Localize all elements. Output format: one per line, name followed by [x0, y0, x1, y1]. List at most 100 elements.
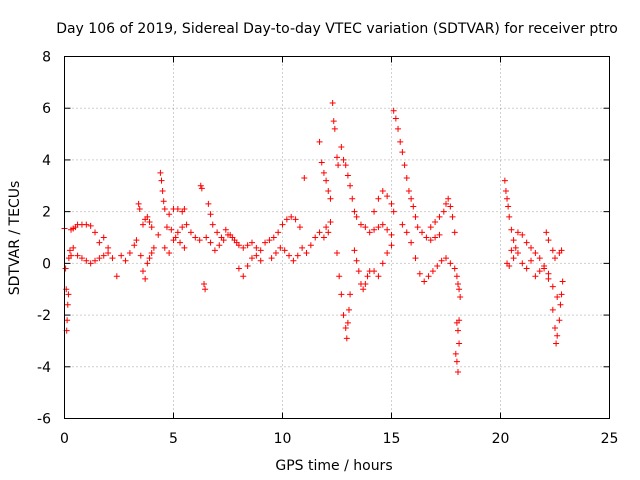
data-point [118, 252, 125, 259]
data-point [253, 252, 260, 259]
data-point [174, 206, 181, 213]
data-point [316, 229, 323, 236]
data-point [329, 100, 336, 107]
data-point [395, 125, 402, 132]
data-point [454, 281, 461, 288]
data-point [197, 182, 204, 189]
data-series [61, 100, 566, 375]
data-point [318, 159, 325, 166]
data-point [384, 193, 391, 200]
chart-title: Day 106 of 2019, Sidereal Day-to-day VTE… [56, 21, 618, 37]
data-point [558, 247, 565, 254]
data-point [351, 247, 358, 254]
data-point [512, 244, 519, 251]
data-point [307, 242, 314, 249]
data-point [384, 250, 391, 257]
data-point [536, 255, 543, 262]
data-point [65, 291, 72, 298]
data-point [536, 268, 543, 275]
data-point [347, 291, 354, 298]
data-point [244, 242, 251, 249]
data-point [331, 125, 338, 132]
data-point [146, 255, 153, 262]
data-point [100, 252, 107, 259]
x-tick-label: 5 [169, 431, 178, 447]
x-tick-label: 25 [601, 431, 619, 447]
plot-frame [64, 56, 610, 419]
data-point [296, 224, 303, 231]
data-point [552, 255, 558, 262]
data-point [334, 250, 340, 257]
data-point [161, 206, 168, 213]
data-point [549, 283, 556, 290]
data-point [216, 242, 223, 249]
data-point [519, 260, 526, 267]
data-point [432, 234, 439, 241]
data-point [427, 224, 434, 231]
data-point [554, 332, 561, 339]
data-point [456, 317, 463, 324]
data-point [379, 260, 386, 267]
data-point [384, 226, 391, 233]
data-point [347, 182, 354, 189]
data-point [235, 242, 242, 249]
data-point [325, 187, 332, 194]
data-point [240, 244, 247, 251]
y-tick-labels: -6 -4 -2 0 2 4 6 8 [37, 50, 51, 428]
grid-layer [64, 56, 610, 419]
data-point [96, 239, 103, 246]
data-point [419, 229, 426, 236]
data-point [196, 237, 203, 244]
data-point [408, 239, 415, 246]
data-point [357, 221, 364, 228]
data-point [508, 247, 515, 254]
data-point [248, 255, 255, 262]
data-point [299, 244, 306, 251]
data-point [159, 187, 166, 194]
data-point [553, 340, 560, 347]
data-point [390, 107, 397, 114]
data-point [342, 162, 349, 169]
data-point [371, 226, 378, 233]
data-point [438, 257, 445, 264]
data-point [105, 244, 112, 251]
data-point [323, 224, 330, 231]
data-point [453, 273, 460, 280]
data-point [174, 229, 181, 236]
data-point [514, 250, 521, 257]
data-point [401, 162, 408, 169]
data-point [399, 221, 406, 228]
data-point [375, 195, 382, 202]
data-point [244, 262, 251, 269]
data-point [412, 255, 419, 262]
data-point [349, 195, 356, 202]
data-point [523, 265, 530, 272]
y-tick-label: -6 [37, 412, 51, 428]
data-point [375, 224, 382, 231]
data-point [545, 237, 552, 244]
data-point [211, 247, 218, 254]
data-point [268, 255, 275, 262]
data-point [504, 195, 511, 202]
data-point [506, 213, 513, 220]
data-point [262, 239, 269, 246]
data-point [157, 169, 164, 176]
data-point [205, 200, 212, 207]
data-point [425, 273, 432, 280]
data-point [312, 234, 319, 241]
data-point [209, 221, 216, 228]
data-point [64, 317, 71, 324]
data-point [549, 247, 556, 254]
data-point [351, 208, 358, 215]
data-point [202, 286, 209, 293]
data-point [414, 224, 421, 231]
data-point [279, 221, 286, 228]
data-point [545, 275, 552, 282]
data-point [392, 115, 399, 122]
data-point [220, 237, 227, 244]
data-point [452, 350, 459, 357]
data-point [510, 255, 517, 262]
data-point [203, 234, 210, 241]
data-point [181, 206, 188, 213]
data-point [523, 239, 530, 246]
